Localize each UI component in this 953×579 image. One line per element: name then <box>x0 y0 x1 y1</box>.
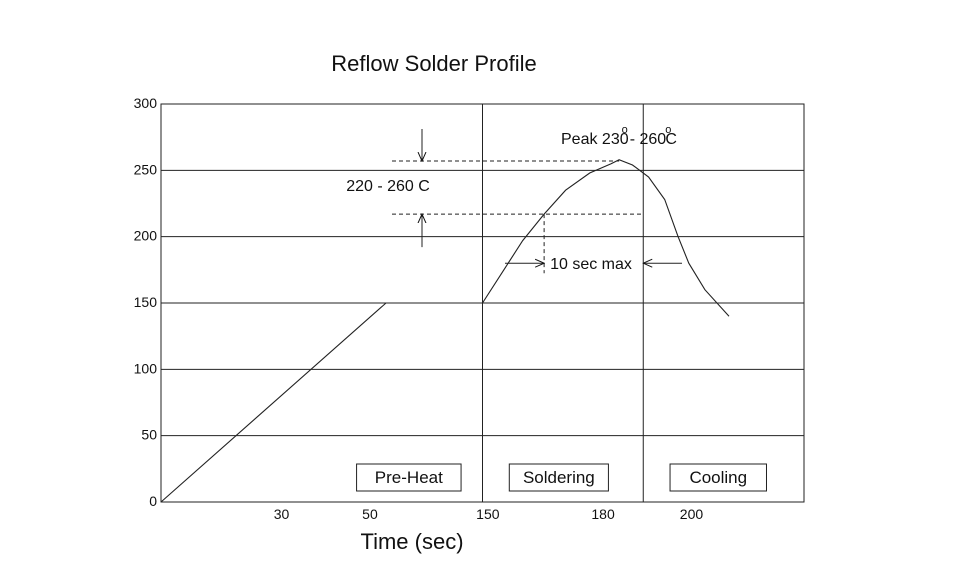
duration-annotation: 10 sec max <box>550 256 632 273</box>
phase-labels: Pre-Heat Soldering Cooling <box>356 463 767 492</box>
x-axis-ticks: 30 50 150 180 200 <box>274 506 704 522</box>
peak-degree-1: o <box>622 124 628 136</box>
phase-box-frame-soldering <box>508 463 609 492</box>
peak-annotation: Peak 230o- 260o C <box>561 124 677 148</box>
y-tick-0: 0 <box>149 493 157 509</box>
peak-unit: C <box>665 131 677 148</box>
y-tick-150: 150 <box>134 294 158 310</box>
y-tick-200: 200 <box>134 228 158 244</box>
x-axis-label: Time (sec) <box>360 529 463 554</box>
y-tick-50: 50 <box>141 427 157 443</box>
phase-label-soldering: Soldering <box>523 468 595 487</box>
x-tick-180: 180 <box>591 506 615 522</box>
temperature-range-guides: 220 - 260 C <box>346 129 644 248</box>
x-tick-50: 50 <box>362 506 378 522</box>
phase-box-frame-pre-heat <box>356 463 462 492</box>
x-tick-150: 150 <box>476 506 500 522</box>
plot-frame <box>160 103 805 503</box>
y-tick-100: 100 <box>134 360 158 376</box>
phase-box-pre-heat: Pre-Heat <box>356 463 462 492</box>
phase-box-soldering: Soldering <box>508 463 609 492</box>
series-line-profile <box>160 159 730 503</box>
x-tick-30: 30 <box>274 506 290 522</box>
phase-box-frame-cooling <box>669 463 767 492</box>
phase-label-pre-heat: Pre-Heat <box>375 468 443 487</box>
y-tick-250: 250 <box>134 161 158 177</box>
phase-box-cooling: Cooling <box>669 463 767 492</box>
peak-degree-2: o <box>665 124 671 136</box>
chart-title: Reflow Solder Profile <box>331 51 536 76</box>
duration-guides: 10 sec max <box>505 214 682 274</box>
y-axis-ticks: 0 50 100 150 200 250 300 <box>134 95 158 509</box>
peak-annotation-text: Peak 230o- 260o C <box>561 124 677 148</box>
range-annotation: 220 - 260 C <box>346 178 430 195</box>
peak-separator: - 260 <box>630 131 667 148</box>
phase-label-cooling: Cooling <box>689 468 747 487</box>
peak-label: Peak 230 <box>561 131 629 148</box>
x-tick-200: 200 <box>680 506 704 522</box>
y-tick-300: 300 <box>134 95 158 111</box>
